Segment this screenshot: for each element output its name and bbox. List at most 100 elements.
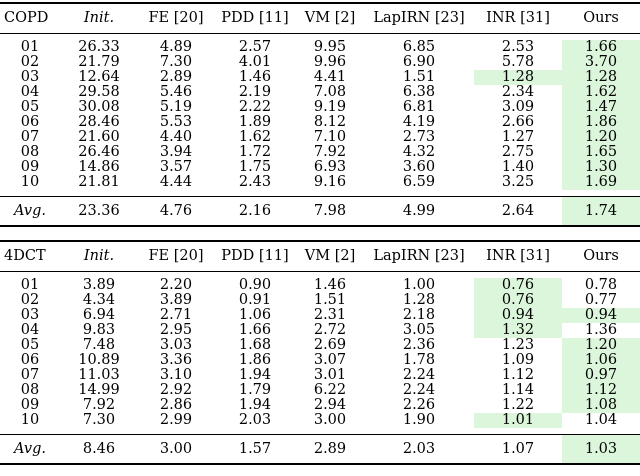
table-cell: 3.60 — [402, 159, 436, 175]
table-cell: 2.36 — [402, 337, 436, 353]
table-cell: 1.78 — [402, 352, 436, 368]
column-header: INR [31] — [474, 240, 562, 272]
table-cell: 3.94 — [159, 144, 193, 160]
table-cell: 1.40 — [501, 159, 535, 175]
case-id: 08 — [20, 382, 40, 398]
table-cell: 2.73 — [402, 129, 436, 145]
table-cell: 6.38 — [402, 84, 436, 100]
table-cell: 9.83 — [82, 322, 116, 338]
case-id: 03 — [20, 69, 40, 85]
table-cell: 3.01 — [313, 367, 347, 383]
table-cell: 1.27 — [501, 129, 535, 145]
case-id: 06 — [20, 114, 40, 130]
table-cell: 6.94 — [82, 307, 116, 323]
table-cell: 2.53 — [501, 39, 535, 55]
table-cell: 1.66 — [238, 322, 272, 338]
table-cell: 1.12 — [562, 383, 640, 398]
table-cell: 1.36 — [584, 322, 618, 338]
table-cell: 1.79 — [238, 382, 272, 398]
table-cell: 1.01 — [474, 413, 562, 428]
table-cell: 26.46 — [78, 144, 120, 160]
table-cell: 8.12 — [313, 114, 347, 130]
average-cell: 4.99 — [364, 196, 474, 227]
table-row: 07 11.03 3.10 1.94 3.01 2.24 1.12 0.97 — [0, 368, 640, 383]
table-cell: 1.46 — [313, 277, 347, 293]
table-cell: 1.22 — [501, 397, 535, 413]
table-cell: 29.58 — [78, 84, 120, 100]
table-cell: 1.89 — [238, 114, 272, 130]
case-id: 09 — [20, 397, 40, 413]
case-id: 10 — [20, 174, 40, 190]
table-cell: 7.92 — [82, 397, 116, 413]
table-cell: 4.19 — [402, 114, 436, 130]
table-cell: 2.43 — [238, 174, 272, 190]
column-header: VM [2] — [296, 2, 364, 34]
table-row: 01 3.89 2.20 0.90 1.46 1.00 0.76 0.78 — [0, 278, 640, 293]
table-cell: 1.06 — [562, 353, 640, 368]
table-cell: 2.22 — [238, 99, 272, 115]
table-cell: 2.75 — [501, 144, 535, 160]
column-header: INR [31] — [474, 2, 562, 34]
table-cell: 1.51 — [313, 292, 347, 308]
table-cell: 1.69 — [562, 175, 640, 190]
table-cell: 1.47 — [562, 100, 640, 115]
table-cell: 7.10 — [313, 129, 347, 145]
table-cell: 4.89 — [159, 39, 193, 55]
table-row: 04 9.83 2.95 1.66 2.72 3.05 1.32 1.36 — [0, 323, 640, 338]
table-cell: 6.59 — [402, 174, 436, 190]
table-cell: 1.62 — [562, 85, 640, 100]
table-row: 08 26.46 3.94 1.72 7.92 4.32 2.75 1.65 — [0, 145, 640, 160]
column-header: PDD [11] — [214, 240, 296, 272]
table-cell: 30.08 — [78, 99, 120, 115]
table-cell: 1.94 — [238, 367, 272, 383]
column-header: VM [2] — [296, 240, 364, 272]
table-cell: 1.00 — [402, 277, 436, 293]
average-cell: 1.03 — [562, 434, 640, 465]
table-row: 08 14.99 2.92 1.79 6.22 2.24 1.14 1.12 — [0, 383, 640, 398]
table-cell: 0.78 — [584, 277, 618, 293]
table-cell: 1.06 — [238, 307, 272, 323]
table-cell: 1.09 — [501, 352, 535, 368]
table-cell: 1.04 — [584, 412, 618, 428]
table-cell: 3.03 — [159, 337, 193, 353]
table-cell: 1.62 — [238, 129, 272, 145]
table-cell: 11.03 — [78, 367, 120, 383]
table-cell: 21.81 — [78, 174, 120, 190]
case-id: 08 — [20, 144, 40, 160]
table-cell: 2.18 — [402, 307, 436, 323]
dataset-name: 4DCT — [0, 240, 60, 272]
table-cell: 4.41 — [313, 69, 347, 85]
table-cell: 9.96 — [313, 54, 347, 70]
table-cell: 0.90 — [238, 277, 272, 293]
column-header: FE [20] — [138, 2, 214, 34]
table-cell: 2.69 — [313, 337, 347, 353]
table-cell: 26.33 — [78, 39, 120, 55]
table-cell: 1.94 — [238, 397, 272, 413]
table-cell: 1.28 — [402, 292, 436, 308]
table-cell: 1.90 — [402, 412, 436, 428]
case-id: 09 — [20, 159, 40, 175]
table-row: 06 28.46 5.53 1.89 8.12 4.19 2.66 1.86 — [0, 115, 640, 130]
table-cell: 3.00 — [313, 412, 347, 428]
average-cell: 4.76 — [138, 196, 214, 227]
column-header: Ours — [562, 2, 640, 34]
table-cell: 3.70 — [562, 55, 640, 70]
table-cell: 1.66 — [562, 40, 640, 55]
table-cell: 12.64 — [78, 69, 120, 85]
table-cell: 2.34 — [501, 84, 535, 100]
table-row: 09 14.86 3.57 1.75 6.93 3.60 1.40 1.30 — [0, 160, 640, 175]
table-cell: 3.36 — [159, 352, 193, 368]
header-row: COPD Init. FE [20] PDD [11] VM [2] LapIRN [23… — [0, 2, 640, 34]
table-row: 02 4.34 3.89 0.91 1.51 1.28 0.76 0.77 — [0, 293, 640, 308]
table-cell: 1.75 — [238, 159, 272, 175]
table-cell: 4.40 — [159, 129, 193, 145]
table-row: 10 7.30 2.99 2.03 3.00 1.90 1.01 1.04 — [0, 413, 640, 428]
table-cell: 1.20 — [562, 130, 640, 145]
table-cell: 2.24 — [402, 382, 436, 398]
case-id: 10 — [20, 412, 40, 428]
column-header: Ours — [562, 240, 640, 272]
case-id: 03 — [20, 307, 40, 323]
case-id: 05 — [20, 337, 40, 353]
table-cell: 1.72 — [238, 144, 272, 160]
case-id: 02 — [20, 54, 40, 70]
